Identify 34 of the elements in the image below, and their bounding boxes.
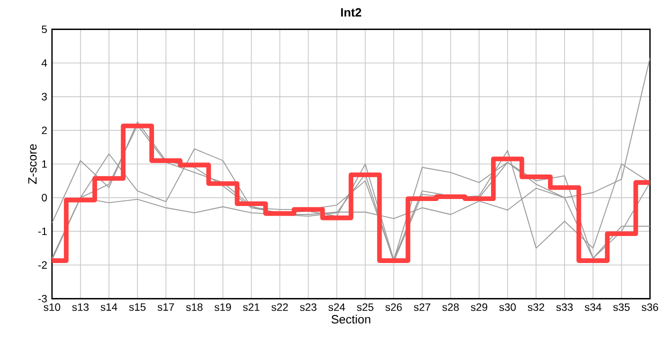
x-tick-label: s14 bbox=[100, 303, 118, 311]
x-tick-label: s25 bbox=[356, 303, 374, 311]
x-tick-label: s28 bbox=[442, 303, 459, 311]
x-tick-label: s18 bbox=[186, 303, 203, 311]
y-tick-label: -1 bbox=[38, 228, 47, 235]
y-tick-label: 2 bbox=[42, 126, 47, 134]
y-tick-label: -2 bbox=[38, 261, 47, 269]
x-tick-label: s36 bbox=[642, 303, 658, 311]
y-tick-label: 3 bbox=[42, 92, 47, 100]
x-tick-label: s22 bbox=[272, 303, 288, 311]
x-axis-title: Section bbox=[332, 314, 370, 324]
y-tick-label: -3 bbox=[38, 294, 47, 302]
x-tick-label: s27 bbox=[414, 303, 430, 311]
y-tick-label: 5 bbox=[42, 26, 47, 34]
x-tick-label: s26 bbox=[385, 303, 402, 311]
x-tick-label: s13 bbox=[72, 303, 89, 311]
x-tick-label: s35 bbox=[613, 303, 630, 311]
x-tick-label: s24 bbox=[328, 303, 346, 311]
x-tick-label: s21 bbox=[243, 303, 260, 311]
chart-title: Int2 bbox=[341, 8, 362, 17]
y-axis-title: Z-score bbox=[28, 144, 37, 184]
x-tick-label: s29 bbox=[470, 303, 488, 311]
y-tick-label: 0 bbox=[42, 194, 47, 202]
x-tick-label: s23 bbox=[300, 303, 316, 311]
y-tick-label: 1 bbox=[42, 160, 47, 168]
x-tick-label: s34 bbox=[584, 303, 602, 311]
x-tick-label: s33 bbox=[556, 303, 573, 311]
x-tick-label: s19 bbox=[214, 303, 231, 311]
x-tick-label: s15 bbox=[129, 303, 146, 311]
x-tick-label: s17 bbox=[158, 303, 174, 311]
x-tick-label: s30 bbox=[499, 303, 516, 311]
x-tick-label: s10 bbox=[44, 303, 60, 311]
y-tick-label: 4 bbox=[42, 59, 47, 67]
x-tick-label: s32 bbox=[528, 303, 544, 311]
